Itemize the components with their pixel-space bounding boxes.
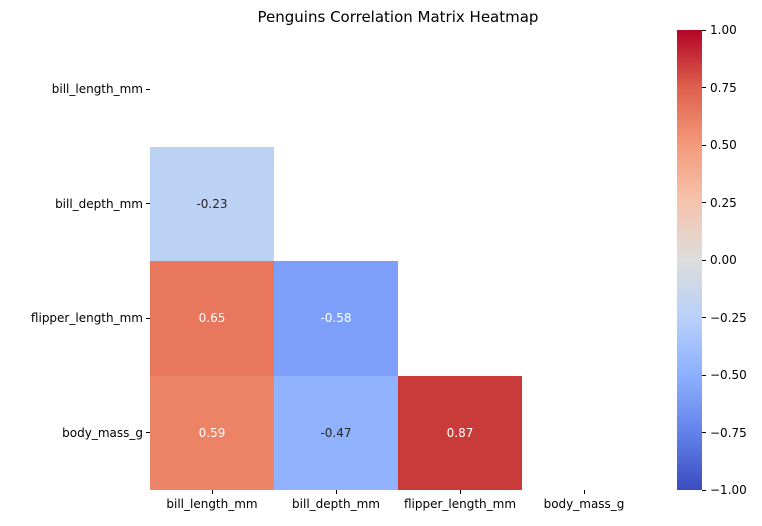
colorbar-tick-label: 1.00 [710, 23, 737, 37]
x-tick-label: bill_depth_mm [292, 497, 380, 511]
heatmap-plot: -0.23 0.65 -0.58 0.59 -0.47 0.87 [150, 32, 646, 490]
y-tick-mark [146, 432, 150, 434]
colorbar-tick-label: 0.50 [710, 138, 737, 152]
y-tick-mark [146, 203, 150, 205]
heatmap-cell: -0.58 [274, 261, 398, 376]
x-tick-label: flipper_length_mm [403, 497, 517, 511]
x-tick-mark [335, 490, 337, 494]
colorbar-tick-mark [702, 489, 706, 491]
y-tick-label: body_mass_g [62, 425, 143, 440]
colorbar [677, 30, 702, 490]
x-tick-label: body_mass_g [543, 497, 625, 511]
cell-annotation: 0.87 [446, 425, 474, 440]
cell-annotation: -0.47 [320, 425, 352, 440]
colorbar-tick-mark [702, 29, 706, 31]
colorbar-tick-label: −1.00 [710, 483, 747, 497]
colorbar-tick-mark [702, 317, 706, 319]
colorbar-tick-mark [702, 432, 706, 434]
x-tick-mark [459, 490, 461, 494]
colorbar-tick-mark [702, 374, 706, 376]
colorbar-tick-label: −0.25 [710, 310, 747, 325]
colorbar-tick-mark [702, 202, 706, 204]
y-tick-mark [146, 317, 150, 319]
colorbar-tick-label: 0.25 [710, 195, 737, 210]
colorbar-tick-mark [702, 144, 706, 146]
heatmap-cell: 0.87 [398, 375, 522, 490]
y-tick-mark [146, 88, 150, 90]
cell-annotation: 0.59 [198, 425, 226, 440]
y-tick-label: flipper_length_mm [30, 311, 143, 326]
colorbar-tick-label: −0.75 [710, 425, 747, 440]
heatmap-cell: -0.23 [150, 146, 274, 261]
y-tick-label: bill_length_mm [51, 82, 143, 97]
heatmap-cell: 0.65 [150, 261, 274, 376]
colorbar-tick-label: 0.00 [710, 253, 737, 267]
y-tick-label: bill_depth_mm [55, 196, 143, 211]
x-tick-mark [583, 490, 585, 494]
heatmap-cell: 0.59 [150, 375, 274, 490]
x-tick-mark [211, 490, 213, 494]
colorbar-tick-label: 0.75 [710, 80, 737, 95]
colorbar-tick-mark [702, 87, 706, 89]
chart-title: Penguins Correlation Matrix Heatmap [257, 8, 539, 26]
colorbar-tick-label: −0.50 [710, 368, 747, 382]
x-tick-label: bill_length_mm [166, 497, 258, 511]
cell-annotation: -0.58 [320, 311, 352, 326]
cell-annotation: -0.23 [196, 196, 228, 211]
heatmap-cell: -0.47 [274, 375, 398, 490]
colorbar-tick-mark [702, 259, 706, 261]
cell-annotation: 0.65 [198, 311, 226, 326]
